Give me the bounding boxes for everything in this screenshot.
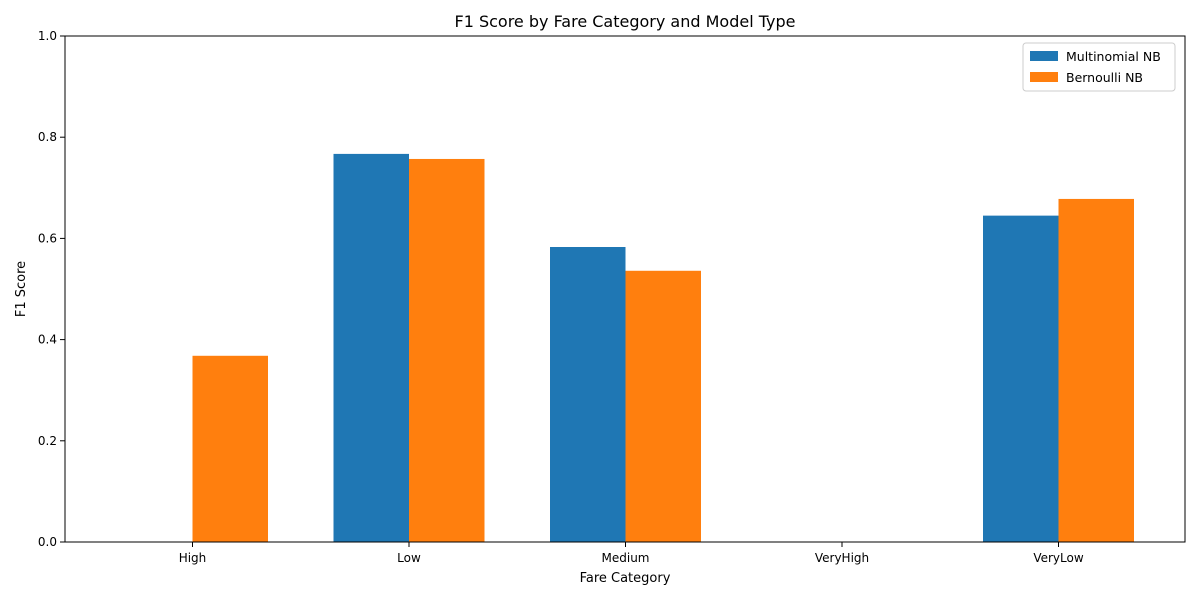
bar-bernoulli-nb-low [409, 158, 485, 542]
y-axis-label: F1 Score [14, 261, 29, 317]
y-tick-label: 0.6 [38, 231, 57, 245]
bar-multinomial-nb-medium [550, 247, 626, 542]
legend-label-bernoulli-nb: Bernoulli NB [1066, 70, 1143, 85]
legend: Multinomial NB Bernoulli NB [1022, 42, 1176, 92]
x-axis: High Low Medium VeryHigh VeryLow [179, 542, 1084, 565]
legend-box [1022, 42, 1176, 92]
y-tick-label: 0.0 [38, 535, 57, 549]
x-axis-label: Fare Category [580, 571, 671, 586]
y-tick-label: 0.4 [38, 333, 57, 347]
x-tick-label: VeryHigh [815, 551, 869, 565]
y-tick-label: 0.8 [38, 130, 57, 144]
x-tick-label: High [179, 551, 207, 565]
bar-bernoulli-nb-high [192, 355, 268, 542]
plot-frame [64, 35, 1186, 543]
bar-multinomial-nb-verylow [983, 215, 1059, 542]
x-tick-label: Low [397, 551, 421, 565]
bars-group [192, 153, 1134, 542]
y-axis: 0.0 0.2 0.4 0.6 0.8 1.0 [38, 29, 65, 549]
legend-swatch-bernoulli-nb [1030, 72, 1058, 82]
bar-bernoulli-nb-verylow [1058, 198, 1134, 542]
y-tick-label: 1.0 [38, 29, 57, 43]
legend-swatch-multinomial-nb [1030, 51, 1058, 61]
legend-label-multinomial-nb: Multinomial NB [1066, 49, 1161, 64]
x-tick-label: VeryLow [1033, 551, 1084, 565]
x-tick-label: Medium [602, 551, 650, 565]
bar-bernoulli-nb-medium [625, 270, 701, 542]
bar-multinomial-nb-low [333, 153, 409, 542]
y-tick-label: 0.2 [38, 434, 57, 448]
chart-title: F1 Score by Fare Category and Model Type [454, 12, 795, 31]
